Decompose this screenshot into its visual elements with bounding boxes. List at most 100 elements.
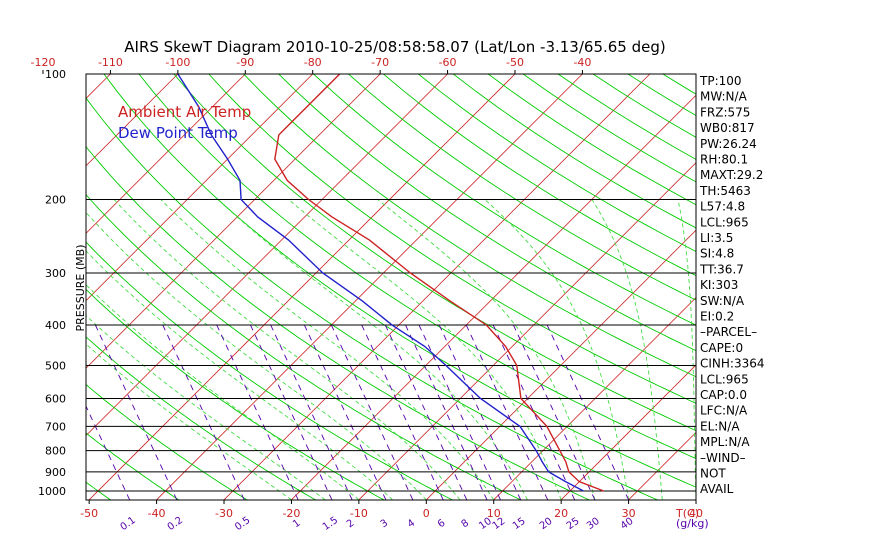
dry-adiabat-110 [348, 74, 696, 301]
moist-adiabat-lines [86, 199, 696, 500]
index-item-2: FRZ:575 [700, 105, 750, 119]
moist-adiabat-40 [677, 199, 696, 500]
top-temperature-ticks: -120 -110 -100 -90 -80 -70 -60 -50 -40 [31, 56, 591, 74]
mixing-ratio-line-15 [513, 324, 596, 500]
pressure-label-400: 400 [45, 319, 66, 332]
index-item-26: AVAIL [700, 482, 734, 496]
top-tick-label--100: -100 [165, 56, 190, 69]
index-item-24: –WIND– [700, 451, 746, 465]
dry-adiabat-10 [86, 194, 521, 500]
index-item-15: EI:0.2 [700, 310, 734, 324]
top-tick-label--50: -50 [506, 56, 524, 69]
bottom-tick-label-20: 20 [554, 507, 568, 520]
pressure-label-300: 300 [45, 267, 66, 280]
dry-adiabat--40 [86, 432, 179, 500]
index-item-5: RH:80.1 [700, 153, 748, 167]
mixing-ratio-lines [86, 324, 630, 500]
pressure-label-800: 800 [45, 445, 66, 458]
mixing-ratio-unit-label: (g/kg) [676, 517, 709, 530]
top-tick-label--110: -110 [98, 56, 123, 69]
bottom-tick-label-30: 30 [622, 507, 636, 520]
isotherm-60 [831, 74, 870, 500]
mixing-ratio-label-7: 4 [406, 518, 418, 531]
dry-adiabat-30 [86, 97, 658, 500]
dew-point-temp-line [177, 74, 584, 492]
index-item-6: MAXT:29.2 [700, 168, 763, 182]
isotherm--120 [0, 74, 43, 500]
top-tick-label--80: -80 [304, 56, 322, 69]
dry-adiabat--50 [86, 481, 111, 500]
index-item-25: NOT [700, 467, 726, 481]
pressure-label-1000: 1000 [38, 485, 66, 498]
moist-adiabat-25 [377, 199, 596, 500]
isotherm-lines [0, 74, 870, 500]
plot-frame [85, 73, 697, 501]
bottom-tick-label--20: -20 [282, 507, 300, 520]
index-item-22: EL:N/A [700, 419, 740, 433]
mixing-ratio-label-9: 8 [460, 518, 472, 531]
index-item-10: LI:3.5 [700, 231, 733, 245]
isotherm-10 [493, 297, 696, 500]
bottom-tick-label--40: -40 [148, 507, 166, 520]
moist-adiabat-5 [113, 199, 461, 500]
mixing-ratio-label-13: 20 [538, 516, 555, 532]
moist-adiabat--15 [86, 314, 326, 500]
mixing-ratio-label-3: 1 [291, 518, 303, 531]
sounding-series [177, 74, 604, 492]
index-item-20: CAP:0.0 [700, 388, 747, 402]
index-item-0: TP:100 [699, 74, 742, 88]
index-item-4: PW:26.24 [700, 137, 757, 151]
bottom-tick-label--50: -50 [80, 507, 98, 520]
mixing-ratio-line-4 [250, 324, 333, 500]
chart-title: AIRS SkewT Diagram 2010-10-25/08:58:58.0… [124, 38, 665, 56]
pressure-label-900: 900 [45, 466, 66, 479]
index-item-3: WB0:817 [700, 121, 755, 135]
index-item-21: LFC:N/A [700, 404, 748, 418]
top-tick-label--70: -70 [371, 56, 389, 69]
isotherm--60 [86, 74, 448, 437]
mixing-ratio-line-6 [303, 324, 387, 500]
legend-dew-point-temp: Dew Point Temp [118, 124, 238, 142]
mixing-ratio-line-2 [162, 324, 245, 500]
mixing-ratio-label-0: 0.1 [119, 515, 138, 533]
top-tick-label--90: -90 [236, 56, 254, 69]
index-item-18: CINH:3364 [700, 357, 765, 371]
ambient-air-temp-line [274, 74, 604, 492]
moist-adiabat-10 [160, 199, 495, 500]
bottom-tick-label-10: 10 [487, 507, 501, 520]
dry-adiabat-150 [487, 74, 696, 206]
index-item-9: LCL:965 [700, 215, 749, 229]
isotherm--50 [88, 74, 516, 500]
temperature-unit-label: T(C) [675, 507, 699, 520]
legend: Ambient Air Temp Dew Point Temp [118, 103, 251, 142]
index-item-16: –PARCEL– [700, 325, 757, 339]
dry-adiabat-lines [86, 74, 696, 500]
pressure-axis-labels: 100 200 300 400 500 600 700 800 900 1000 [38, 68, 66, 498]
mixing-ratio-label-1: 0.2 [166, 515, 185, 533]
legend-ambient-air-temp: Ambient Air Temp [118, 103, 251, 121]
isotherm--90 [86, 74, 246, 234]
mixing-ratio-label-12: 15 [511, 516, 528, 532]
index-item-11: SI:4.8 [700, 247, 734, 261]
dry-adiabat-140 [453, 74, 696, 229]
moist-adiabat-0 [86, 211, 427, 500]
dry-adiabat-130 [418, 74, 696, 253]
dry-adiabat-70 [208, 74, 696, 404]
mixing-ratio-label-15: 30 [585, 516, 602, 532]
mixing-ratio-label-2: 0.5 [233, 515, 252, 533]
moist-adiabat-30 [484, 199, 630, 500]
isotherm-0 [426, 229, 696, 500]
mixing-ratio-label-6: 3 [379, 518, 391, 531]
dry-adiabat-200 [662, 74, 696, 95]
top-tick-label--120: -120 [31, 56, 56, 69]
dry-adiabat-100 [313, 74, 696, 326]
index-item-14: SW:N/A [700, 294, 745, 308]
bottom-tick-label--30: -30 [215, 507, 233, 520]
mixing-ratio-line-11 [418, 324, 501, 500]
dry-adiabat-80 [243, 74, 696, 378]
moist-adiabat-35 [591, 199, 663, 500]
isotherm--110 [86, 74, 111, 99]
mixing-ratio-line-3 [216, 324, 299, 500]
isotherm-20 [560, 364, 696, 500]
